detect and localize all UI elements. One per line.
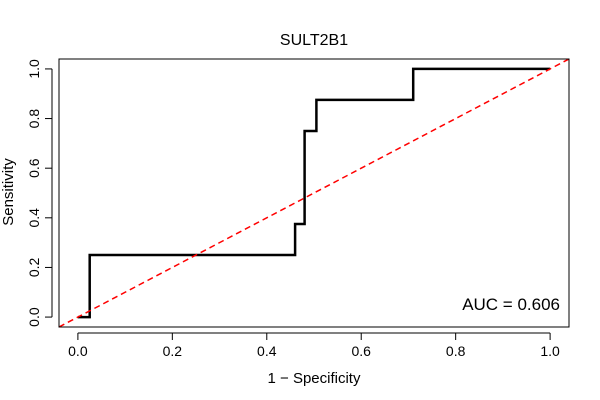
chart-title: SULT2B1 [280,32,348,49]
y-tick-label: 0.8 [26,109,42,129]
y-tick-label: 0.2 [26,257,42,277]
plot-area: 0.0 0.2 0.4 0.6 0.8 1.0 0.0 0.2 0.4 0.6 0.8 1.0 [26,58,570,359]
chance-line [58,58,570,328]
x-tick-label: 0.6 [351,343,371,359]
y-tick-label: 1.0 [26,59,42,79]
plot-frame [58,58,570,328]
x-tick-label: 0.2 [163,343,183,359]
x-tick-label: 0.0 [68,343,88,359]
x-tick-label: 0.8 [446,343,466,359]
x-axis-label: 1 − Specificity [268,370,361,387]
y-tick-label: 0.4 [26,208,42,228]
y-tick-label: 0.0 [26,307,42,327]
x-tick-label: 0.4 [257,343,277,359]
roc-curve-line [77,67,551,319]
auc-annotation: AUC = 0.606 [462,295,560,314]
x-tick-label: 1.0 [540,343,560,359]
y-tick-label: 0.6 [26,158,42,178]
y-axis-label: Sensitivity [0,158,17,226]
